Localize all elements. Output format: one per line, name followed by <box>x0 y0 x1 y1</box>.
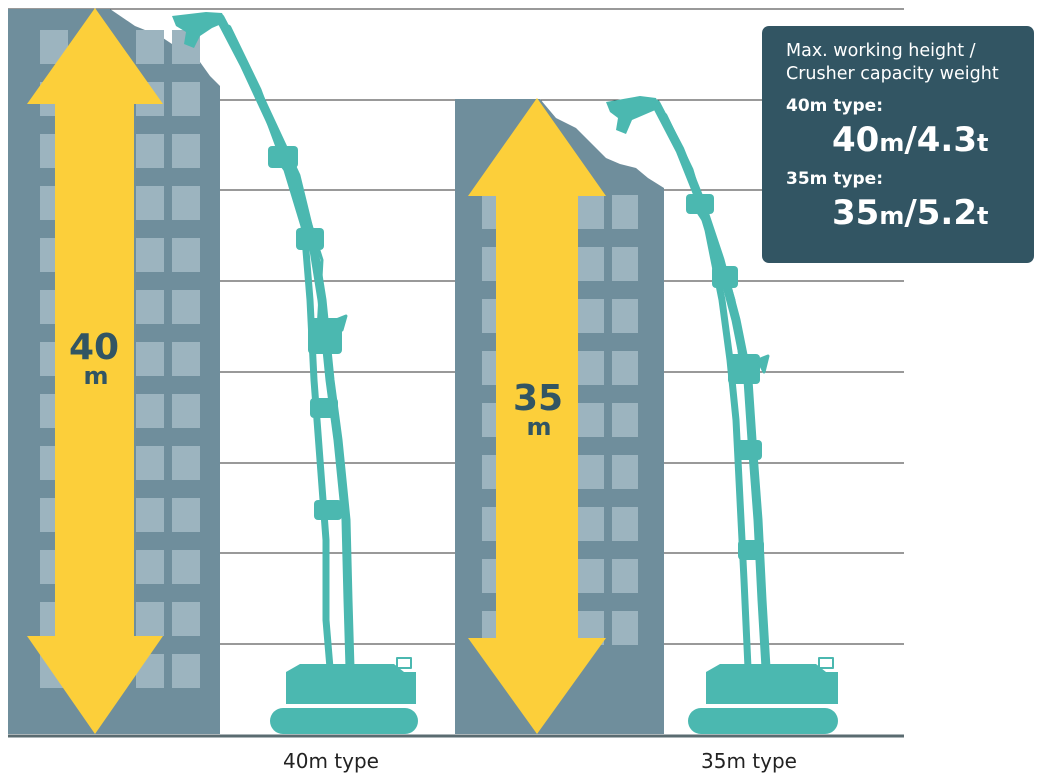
window <box>172 82 200 116</box>
window <box>172 602 200 636</box>
window <box>172 186 200 220</box>
window <box>612 195 638 229</box>
caption-40m-type: 40m type <box>283 749 379 773</box>
height-unit-35m: m <box>526 413 551 441</box>
window <box>172 342 200 376</box>
height-arrow-40m <box>27 8 163 734</box>
panel-heading-line2: Crusher capacity weight <box>786 64 999 84</box>
demolition-machine-40m <box>172 12 418 734</box>
window <box>136 394 164 428</box>
height-unit-40m: m <box>83 362 108 390</box>
demolition-machine-35m <box>606 96 838 734</box>
height-number-35m: 35 <box>513 378 563 419</box>
window <box>136 550 164 584</box>
window <box>172 238 200 272</box>
window <box>578 559 604 593</box>
window <box>172 498 200 532</box>
window <box>172 134 200 168</box>
window <box>136 134 164 168</box>
panel-40m-weight: 4.3 <box>916 120 977 160</box>
window <box>172 394 200 428</box>
window <box>612 299 638 333</box>
window <box>172 290 200 324</box>
panel-35m-weight: 5.2 <box>916 193 977 233</box>
caption-35m-type: 35m type <box>701 749 797 773</box>
panel-40m-weight-unit: t <box>977 129 989 157</box>
window <box>172 446 200 480</box>
spec-panel: Max. working height / Crusher capacity w… <box>762 26 1034 263</box>
window <box>612 247 638 281</box>
window <box>612 507 638 541</box>
window <box>136 602 164 636</box>
window <box>578 351 604 385</box>
window <box>136 238 164 272</box>
window <box>578 195 604 229</box>
panel-40m-type-label: 40m type: <box>786 96 883 116</box>
panel-heading-line1: Max. working height / <box>786 41 976 61</box>
panel-35m-height-unit: m <box>879 202 905 230</box>
window <box>612 611 638 645</box>
panel-40m-value: 40m/4.3t <box>832 120 1034 163</box>
window <box>612 403 638 437</box>
window <box>578 299 604 333</box>
panel-40m-height-unit: m <box>879 129 905 157</box>
window <box>578 403 604 437</box>
panel-35m-height: 35 <box>832 193 880 233</box>
window <box>136 186 164 220</box>
window <box>136 290 164 324</box>
panel-40m-height: 40 <box>832 120 880 160</box>
window <box>136 30 164 64</box>
window <box>612 351 638 385</box>
window <box>136 498 164 532</box>
window <box>578 455 604 489</box>
window <box>612 559 638 593</box>
window <box>172 550 200 584</box>
panel-35m-separator: / <box>904 193 917 233</box>
window <box>612 455 638 489</box>
window <box>172 654 200 688</box>
panel-35m-value: 35m/5.2t <box>832 193 1034 236</box>
height-number-40m: 40 <box>69 327 119 368</box>
panel-35m-type-label: 35m type: <box>786 169 883 189</box>
height-arrow-35m <box>468 98 606 734</box>
panel-40m-separator: / <box>904 120 917 160</box>
panel-35m-weight-unit: t <box>977 202 989 230</box>
window <box>136 342 164 376</box>
window <box>578 247 604 281</box>
window <box>136 446 164 480</box>
window <box>578 507 604 541</box>
